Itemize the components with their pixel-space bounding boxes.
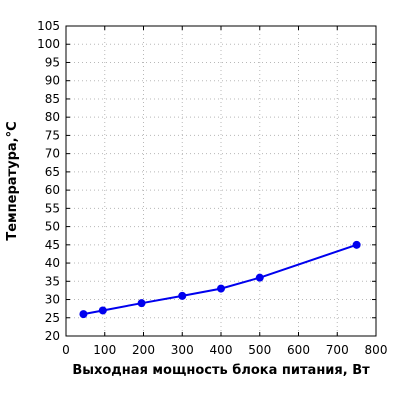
x-tick-label: 100 bbox=[93, 343, 116, 357]
y-tick-label: 70 bbox=[45, 147, 60, 161]
x-tick-label: 600 bbox=[287, 343, 310, 357]
y-tick-label: 100 bbox=[37, 37, 60, 51]
data-point bbox=[217, 284, 225, 293]
y-axis-title: Температура,°C bbox=[5, 121, 20, 240]
y-tick-label: 45 bbox=[45, 238, 60, 252]
x-tick-label: 800 bbox=[365, 343, 388, 357]
data-point bbox=[137, 299, 146, 308]
y-tick-label: 60 bbox=[45, 183, 60, 197]
x-axis-title: Выходная мощность блока питания, Вт bbox=[72, 363, 370, 378]
data-point bbox=[255, 273, 264, 282]
y-tick-label: 95 bbox=[45, 55, 60, 69]
y-tick-label: 75 bbox=[45, 128, 60, 142]
series-layer bbox=[79, 240, 361, 319]
x-tick-label: 200 bbox=[132, 343, 155, 357]
series-line bbox=[83, 243, 357, 316]
y-tick-label: 40 bbox=[45, 256, 60, 270]
y-tick-label: 65 bbox=[45, 165, 60, 179]
y-tick-label: 25 bbox=[45, 311, 60, 325]
data-point bbox=[98, 306, 107, 315]
y-tick-label: 50 bbox=[45, 220, 60, 234]
y-tick-label: 105 bbox=[37, 19, 60, 33]
y-tick-label: 55 bbox=[45, 201, 60, 215]
x-tick-label: 0 bbox=[62, 343, 70, 357]
x-tick-label: 500 bbox=[248, 343, 271, 357]
x-tick-label: 700 bbox=[326, 343, 349, 357]
y-tick-label: 90 bbox=[45, 74, 60, 88]
y-tick-label: 80 bbox=[45, 110, 60, 124]
y-tick-label: 20 bbox=[45, 329, 60, 343]
x-tick-label: 400 bbox=[210, 343, 233, 357]
y-tick-label: 35 bbox=[45, 274, 60, 288]
y-tick-label: 30 bbox=[45, 293, 60, 307]
data-point bbox=[352, 240, 361, 249]
data-point bbox=[79, 310, 88, 319]
x-tick-label: 300 bbox=[171, 343, 194, 357]
y-tick-label: 85 bbox=[45, 92, 60, 106]
y-axis: 20 25 30 35 40 45 50 55 60 65 70 75 80 85 90 95 100 105 bbox=[37, 19, 376, 343]
data-point bbox=[178, 291, 187, 300]
x-axis: 0 100 200 300 400 500 600 700 800 bbox=[62, 26, 387, 357]
